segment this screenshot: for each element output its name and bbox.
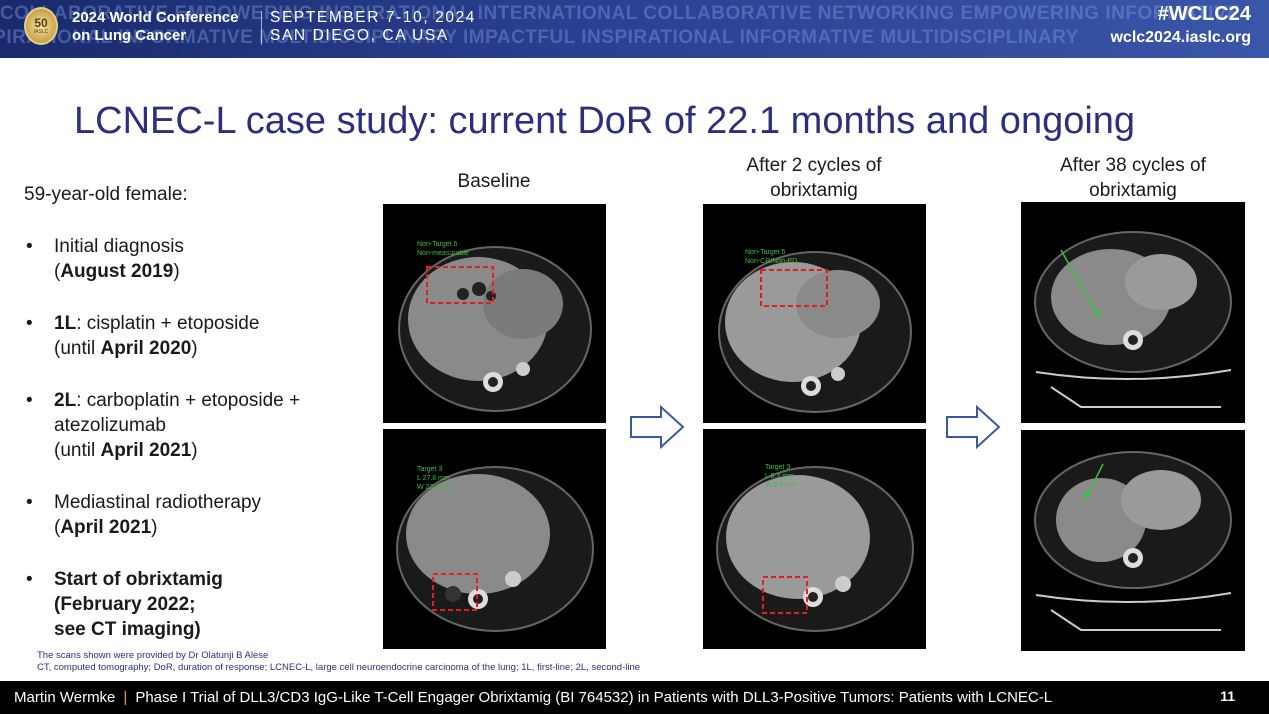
column-header-cycle38: After 38 cycles of obrixtamig xyxy=(1021,153,1245,203)
bullet-text: ) xyxy=(151,517,158,538)
bullet-text: ( xyxy=(54,517,61,538)
bullet-text: ( xyxy=(54,261,61,282)
right-arrow-icon xyxy=(946,405,1001,449)
talk-title: Phase I Trial of DLL3/CD3 IgG-Like T-Cel… xyxy=(135,689,1053,706)
banner-background-words: COLLABORATIVE EMPOWERING INSPIRATIONAL I… xyxy=(0,2,1269,50)
abbreviations-footnote: CT, computed tomography; DoR, duration o… xyxy=(37,662,641,673)
presenter-name: Martin Wermke xyxy=(14,689,116,706)
conference-banner: COLLABORATIVE EMPOWERING INSPIRATIONAL I… xyxy=(0,0,1269,58)
patient-description: 59-year-old female: xyxy=(24,184,188,205)
bullet-dot: • xyxy=(26,390,33,411)
bullet-text: Initial diagnosis xyxy=(54,236,184,257)
bullet-dot: • xyxy=(26,569,33,590)
ct-label: Target 3 xyxy=(765,464,790,471)
ct-label: L 8.3 mm xyxy=(765,473,794,480)
column-header-cycle2: After 2 cycles of obrixtamig xyxy=(703,153,925,203)
conference-hashtag: #WCLC24 xyxy=(1157,3,1251,25)
ct-label: W 22.4 mm xyxy=(417,484,453,491)
column-header-baseline: Baseline xyxy=(383,169,605,194)
bullet-text: atezolizumab xyxy=(54,415,166,436)
bullet-text: (until xyxy=(54,338,101,359)
bullet-line-label: 1L xyxy=(54,313,77,334)
ct-label: Non-CR/Non-PD xyxy=(745,258,797,265)
ct-scan-image xyxy=(1034,451,1232,631)
bullet-text: : carboplatin + etoposide + xyxy=(76,390,301,411)
bullet-text: see CT imaging) xyxy=(54,619,201,640)
footer-separator: | xyxy=(123,689,128,706)
bullet-date: August 2019 xyxy=(60,261,174,282)
ct-label: Non-Target 5 xyxy=(745,249,786,256)
ct-scan-image: Target 3 L 27.8 mm W 22.4 mm xyxy=(396,466,594,632)
bullet-text: Mediastinal radiotherapy xyxy=(54,492,262,513)
banner-divider xyxy=(261,11,262,45)
bullet-line-label: 2L xyxy=(54,390,77,411)
page-number: 11 xyxy=(1220,688,1235,704)
ct-label: Non-Target 5 xyxy=(417,241,458,248)
bullet-date: April 2021 xyxy=(60,517,152,538)
banner-words-row1: COLLABORATIVE EMPOWERING INSPIRATIONAL I… xyxy=(0,3,1241,24)
column-header-text: obrixtamig xyxy=(770,180,858,201)
slide-title: LCNEC-L case study: current DoR of 22.1 … xyxy=(74,100,1136,142)
bullet-date: April 2021 xyxy=(100,440,192,461)
list-item: • 2L: carboplatin + etoposide + atezoliz… xyxy=(24,388,354,463)
list-item: • Initial diagnosis (August 2019) xyxy=(24,234,354,284)
bullet-text: ) xyxy=(173,261,180,282)
conference-website: wclc2024.iaslc.org xyxy=(1110,29,1251,46)
conference-line2: on Lung Cancer xyxy=(72,27,187,44)
bullet-text: ) xyxy=(191,440,198,461)
bullet-text: ) xyxy=(191,338,198,359)
conference-date: SEPTEMBER 7-10, 2024 SAN DIEGO, CA USA xyxy=(270,9,476,45)
logo-sub: IASLC xyxy=(33,29,49,35)
ct-scan-image: Non-Target 5 Non-CR/Non-PD xyxy=(718,249,912,413)
treatment-history-list: • Initial diagnosis (August 2019) • 1L: … xyxy=(24,234,354,669)
ct-scan-cycle38-lower xyxy=(1021,430,1245,651)
bullet-dot: • xyxy=(26,492,33,513)
logo-number: 50 xyxy=(34,16,48,30)
ct-scan-image xyxy=(1034,231,1232,408)
right-arrow-icon xyxy=(630,405,685,449)
ct-scan-cycle2-upper: Non-Target 5 Non-CR/Non-PD xyxy=(703,204,926,423)
list-item: • 1L: cisplatin + etoposide (until April… xyxy=(24,311,354,361)
column-header-text: After 2 cycles of xyxy=(746,155,882,176)
ct-label: W 6.8 mm xyxy=(765,482,797,489)
date-line1: SEPTEMBER 7-10, 2024 xyxy=(270,9,477,26)
bullet-dot: • xyxy=(26,313,33,334)
bullet-date: (February 2022; xyxy=(54,594,196,615)
ct-label: Non-measurable xyxy=(417,250,469,257)
conference-line1: 2024 World Conference xyxy=(72,9,239,26)
bullet-dot: • xyxy=(26,236,33,257)
bullet-date: April 2020 xyxy=(100,338,192,359)
bullet-text: : cisplatin + etoposide xyxy=(76,313,260,334)
column-header-text: After 38 cycles of xyxy=(1060,155,1206,176)
conference-title: 2024 World Conference on Lung Cancer xyxy=(72,9,238,45)
scan-credit-footnote: The scans shown were provided by Dr Olat… xyxy=(37,650,269,661)
column-header-text: obrixtamig xyxy=(1089,180,1177,201)
ct-scan-cycle38-upper xyxy=(1021,202,1245,423)
footer-bar: Martin Wermke | Phase I Trial of DLL3/CD3 … xyxy=(0,681,1269,714)
ct-label: Target 3 xyxy=(417,466,442,473)
ct-scan-baseline-lower: Target 3 L 27.8 mm W 22.4 mm xyxy=(383,429,606,649)
ct-scan-image: Target 3 L 8.3 mm W 6.8 mm xyxy=(716,464,914,632)
bullet-text: (until xyxy=(54,440,101,461)
ct-scan-image: Non-Target 5 Non-measurable xyxy=(398,241,592,412)
iaslc-50-logo: 50 IASLC xyxy=(24,7,58,45)
bullet-text: Start of obrixtamig xyxy=(54,569,223,590)
banner-words-row2: INSPIRATIONAL INFORMATIVE MULTIDISCIPLIN… xyxy=(0,27,1079,48)
ct-scan-baseline-upper: Non-Target 5 Non-measurable xyxy=(383,204,606,423)
ct-scan-cycle2-lower: Target 3 L 8.3 mm W 6.8 mm xyxy=(703,429,926,649)
footer-text: Martin Wermke | Phase I Trial of DLL3/CD3 … xyxy=(14,689,1052,706)
date-line2: SAN DIEGO, CA USA xyxy=(270,27,449,44)
list-item: • Start of obrixtamig (February 2022; se… xyxy=(24,567,354,642)
column-header-text: Baseline xyxy=(457,171,531,192)
ct-label: L 27.8 mm xyxy=(417,475,450,482)
list-item: • Mediastinal radiotherapy (April 2021) xyxy=(24,490,354,540)
